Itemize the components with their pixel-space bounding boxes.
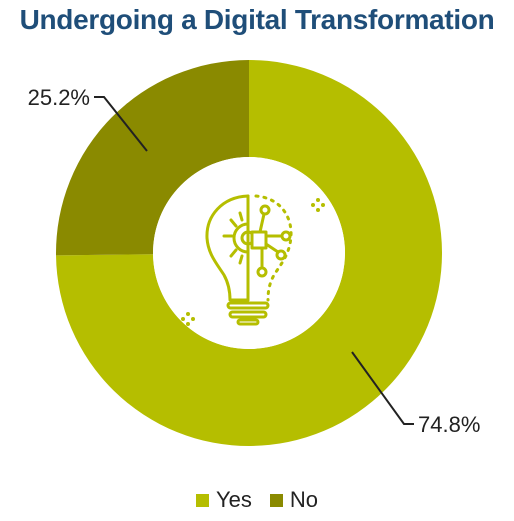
leader-lines-group: 74.8% 25.2% <box>28 85 481 437</box>
legend-label-no: No <box>289 487 318 512</box>
chart-title: Undergoing a Digital Transformation <box>19 4 495 35</box>
legend-label-yes: Yes <box>215 487 252 512</box>
legend-swatch-no <box>269 493 283 507</box>
slice-no <box>56 60 249 256</box>
leader-line-yes <box>351 351 414 425</box>
legend-swatch-yes <box>195 493 209 507</box>
slice-yes <box>56 60 442 446</box>
data-label-yes: 74.8% <box>418 412 480 437</box>
leader-line-no <box>94 96 148 152</box>
legend-item-yes: Yes <box>195 487 252 513</box>
sparkle-icon <box>181 198 325 326</box>
legend-item-no: No <box>269 487 318 513</box>
data-label-no: 25.2% <box>28 85 90 110</box>
legend: Yes No <box>0 487 514 513</box>
lightbulb-gear-circuit-icon <box>205 194 293 326</box>
